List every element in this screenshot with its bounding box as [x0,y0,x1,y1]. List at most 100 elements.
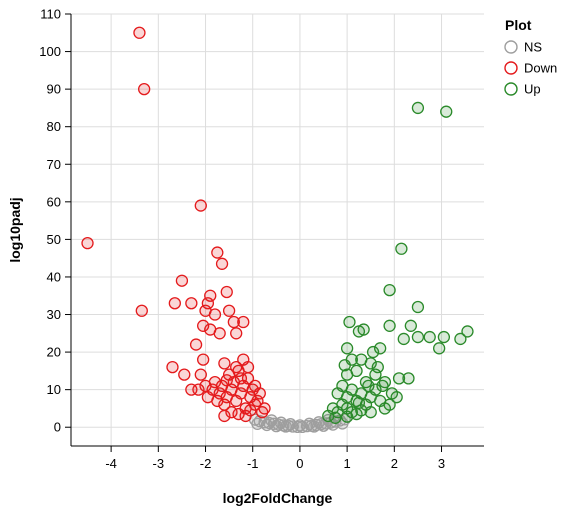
data-point [234,372,248,385]
y-axis-title: log10padj [7,197,23,262]
legend-marker-down [504,61,518,75]
data-point [194,199,207,212]
x-axis-title: log2FoldChange [223,490,333,506]
data-point [230,360,243,374]
data-point [274,416,288,429]
y-tick-label: 20 [47,345,61,360]
data-point [258,402,271,415]
legend-label-up: Up [524,82,541,97]
grid [71,13,484,446]
data-point [352,325,366,338]
data-point [383,398,396,411]
data-point [197,353,210,366]
data-point [220,374,233,387]
data-point [178,368,191,381]
data-point [175,274,189,287]
data-point [390,391,403,404]
data-point [340,410,354,423]
data-point [366,345,380,359]
data-point [303,417,316,430]
legend-marker-ns [504,40,518,54]
data-point [352,396,366,409]
data-point [213,327,226,340]
data-point [411,330,425,344]
data-point [204,289,217,302]
data-point [397,332,410,346]
x-tick-label: -4 [105,456,117,471]
x-tick-label: 0 [296,456,303,471]
data-point [135,304,148,317]
x-tick-label: 1 [344,456,351,471]
data-point [166,360,179,374]
data-point [338,359,351,372]
data-point [340,342,354,355]
data-point [244,404,257,417]
x-tick-label: -1 [247,456,259,471]
data-point [192,383,205,396]
y-tick-label: 40 [47,269,61,284]
data-point [293,419,307,432]
data-point [133,26,146,39]
data-point [232,407,245,421]
x-tick-label: 3 [438,456,445,471]
data-point [208,308,222,321]
x-tick-label: -2 [200,456,212,471]
data-point [227,315,240,329]
data-point [378,375,392,389]
data-point [440,105,453,118]
data-point [454,332,467,346]
data-point [395,242,408,255]
data-point [312,416,325,429]
data-point [222,304,236,317]
axes: 0 10 20 30 40 50 60 70 80 90 100 110 -4 -3 -2 -1 0 1 2 3 [39,7,484,471]
data-point [350,364,363,378]
series-down [81,26,271,423]
data-point [230,327,243,340]
data-point [322,409,335,423]
data-point [211,246,224,259]
legend-marker-up [504,82,518,96]
y-tick-label: 10 [47,382,61,397]
data-point [329,411,342,424]
legend-label-ns: NS [524,40,542,55]
data-point [197,319,210,332]
y-axis-ticks: 0 10 20 30 40 50 60 70 80 90 100 110 [39,7,71,435]
data-point [322,413,335,427]
data-point [265,414,278,427]
y-tick-label: 80 [47,119,61,134]
y-tick-label: 30 [47,307,61,322]
data-point [364,357,377,370]
data-point [251,394,264,408]
data-point [392,372,406,385]
data-point [364,406,377,419]
data-point [411,300,425,314]
y-tick-label: 60 [47,194,61,209]
data-point [343,315,356,329]
series-up [322,101,474,424]
data-point [383,283,396,297]
y-tick-label: 100 [39,44,61,59]
data-point [284,418,297,431]
data-point [220,285,233,299]
data-point [138,82,151,96]
data-point [185,297,198,310]
data-point [437,330,451,344]
data-point [81,236,94,250]
data-point [251,417,264,430]
data-point [371,360,384,374]
y-tick-label: 90 [47,82,61,97]
legend-title: Plot [505,17,532,33]
data-point [404,319,417,332]
legend-label-down: Down [524,61,557,76]
y-tick-label: 70 [47,157,61,172]
data-point [248,379,262,393]
data-point [362,379,375,393]
data-point [208,375,222,389]
y-tick-label: 110 [40,7,61,22]
legend: Plot NS Down Up [504,17,557,97]
y-tick-label: 50 [47,232,61,247]
data-point [423,330,436,344]
data-point [241,360,255,374]
x-tick-label: -3 [153,456,165,471]
